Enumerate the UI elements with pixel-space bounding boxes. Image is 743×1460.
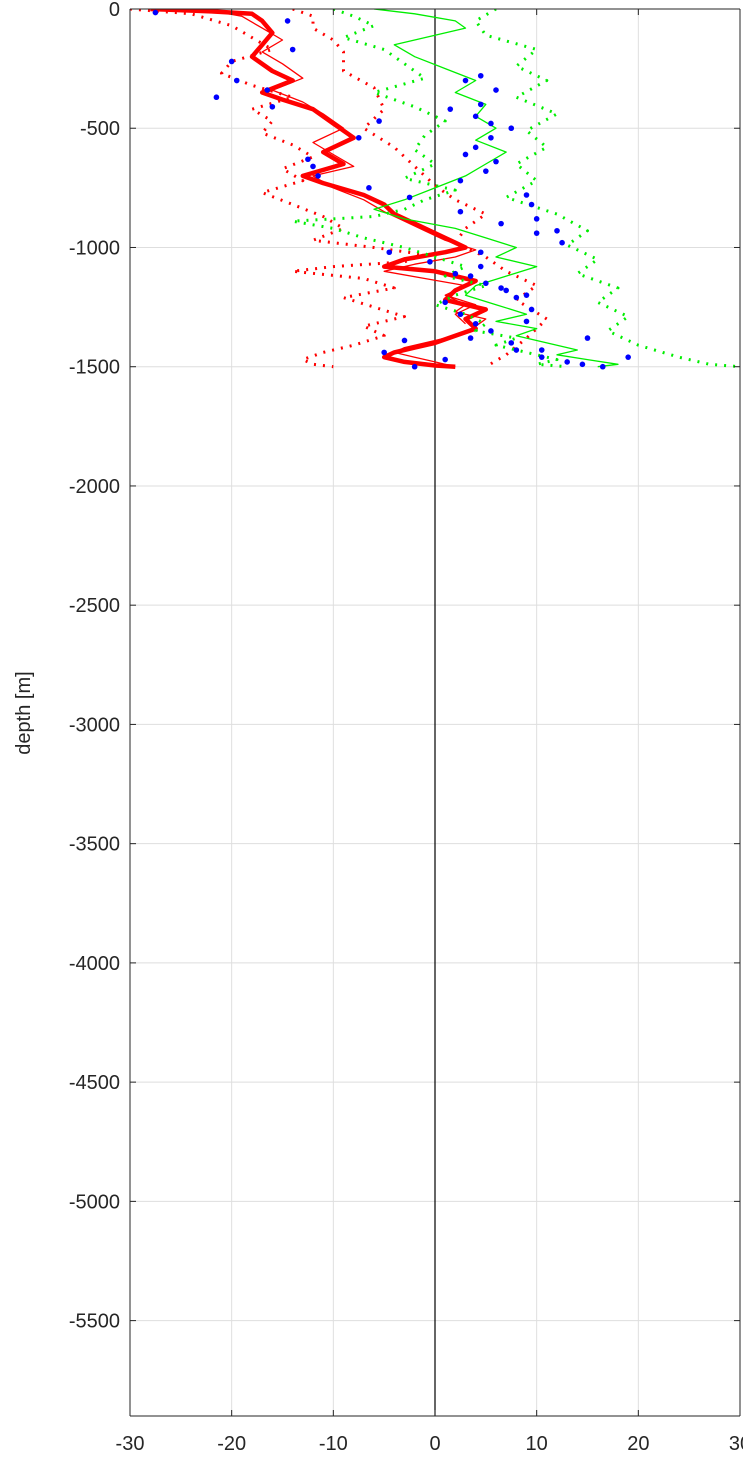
series-line-5 (373, 9, 619, 368)
data-marker (462, 77, 469, 84)
data-marker (457, 311, 464, 318)
data-marker (508, 125, 515, 132)
data-marker (366, 185, 372, 191)
data-marker (523, 292, 530, 298)
data-marker (538, 347, 545, 353)
data-marker (457, 177, 464, 184)
x-tick-label: 30 (729, 1433, 743, 1455)
data-marker (498, 220, 504, 227)
x-tick-label: -10 (319, 1433, 348, 1455)
data-marker (233, 77, 240, 84)
data-marker (503, 287, 509, 294)
y-tick-label: -1000 (69, 237, 120, 259)
data-marker (554, 227, 560, 234)
data-marker (488, 120, 494, 127)
y-tick-label: -500 (80, 118, 120, 140)
data-marker (457, 208, 464, 215)
x-tick-label: 20 (627, 1433, 649, 1455)
data-marker (315, 173, 321, 179)
series-line-1 (201, 9, 477, 325)
data-marker (269, 103, 276, 110)
data-marker (579, 361, 586, 368)
data-marker (213, 94, 220, 101)
data-marker (442, 356, 448, 363)
x-tick-label: 0 (429, 1433, 440, 1455)
data-marker (472, 113, 479, 120)
data-marker (564, 359, 570, 365)
y-tick-label: -4000 (69, 953, 120, 975)
data-marker (462, 151, 469, 158)
axes (129, 8, 741, 1417)
data-marker (498, 285, 504, 291)
data-marker (533, 230, 540, 236)
data-marker (483, 280, 489, 287)
y-tick-label: -3500 (69, 834, 120, 856)
series-line-6 (291, 9, 568, 369)
data-marker (386, 249, 393, 256)
data-marker (381, 349, 387, 356)
data-marker (310, 163, 316, 170)
data-marker (467, 273, 474, 279)
data-marker (584, 335, 591, 341)
data-marker (305, 156, 311, 163)
data-marker (406, 194, 413, 201)
data-marker (376, 118, 382, 124)
data-marker (493, 158, 499, 165)
data-marker (528, 306, 535, 313)
x-tick-label: -20 (217, 1433, 246, 1455)
data-marker (477, 249, 484, 256)
data-marker (477, 101, 484, 108)
data-marker (228, 58, 235, 65)
data-marker (264, 87, 271, 93)
data-marker (625, 354, 631, 360)
data-marker (528, 201, 535, 208)
data-marker (472, 320, 479, 327)
data-marker (508, 340, 515, 346)
data-marker (152, 9, 159, 16)
y-tick-label: -2000 (69, 476, 120, 498)
x-tick-label: 10 (526, 1433, 548, 1455)
y-tick-label: -5000 (69, 1191, 120, 1213)
data-markers (152, 9, 631, 370)
data-marker (427, 258, 433, 265)
tick-labels: -30 -20 -10 0 10 20 30 0 -500 -1000 -1500 -2000 -250… (69, 0, 743, 1455)
y-axis-label: depth [m] (13, 671, 35, 754)
y-tick-label: 0 (109, 0, 120, 21)
data-marker (477, 72, 484, 79)
data-marker (488, 328, 494, 334)
data-marker (483, 168, 489, 174)
data-marker (447, 106, 454, 112)
data-marker (523, 318, 530, 325)
data-marker (472, 144, 479, 151)
y-tick-label: -3000 (69, 714, 120, 736)
data-marker (523, 192, 530, 198)
data-marker (513, 347, 520, 353)
y-tick-label: -1500 (69, 357, 120, 379)
data-marker (442, 299, 448, 306)
data-marker (599, 363, 606, 370)
x-tick-label: -30 (116, 1433, 145, 1455)
data-marker (533, 216, 540, 222)
data-marker (355, 134, 362, 141)
data-marker (477, 263, 484, 270)
y-tick-label: -5500 (69, 1311, 120, 1333)
y-tick-label: -2500 (69, 595, 120, 617)
data-marker (289, 46, 296, 53)
data-marker (452, 270, 459, 277)
data-marker (401, 337, 408, 344)
data-series (130, 9, 740, 369)
data-marker (493, 87, 499, 93)
data-marker (467, 335, 474, 341)
data-marker (488, 134, 494, 141)
data-marker (559, 239, 565, 246)
data-marker (513, 294, 520, 301)
y-tick-label: -4500 (69, 1072, 120, 1094)
data-marker (284, 18, 291, 24)
data-marker (538, 354, 545, 360)
data-marker (411, 363, 418, 370)
